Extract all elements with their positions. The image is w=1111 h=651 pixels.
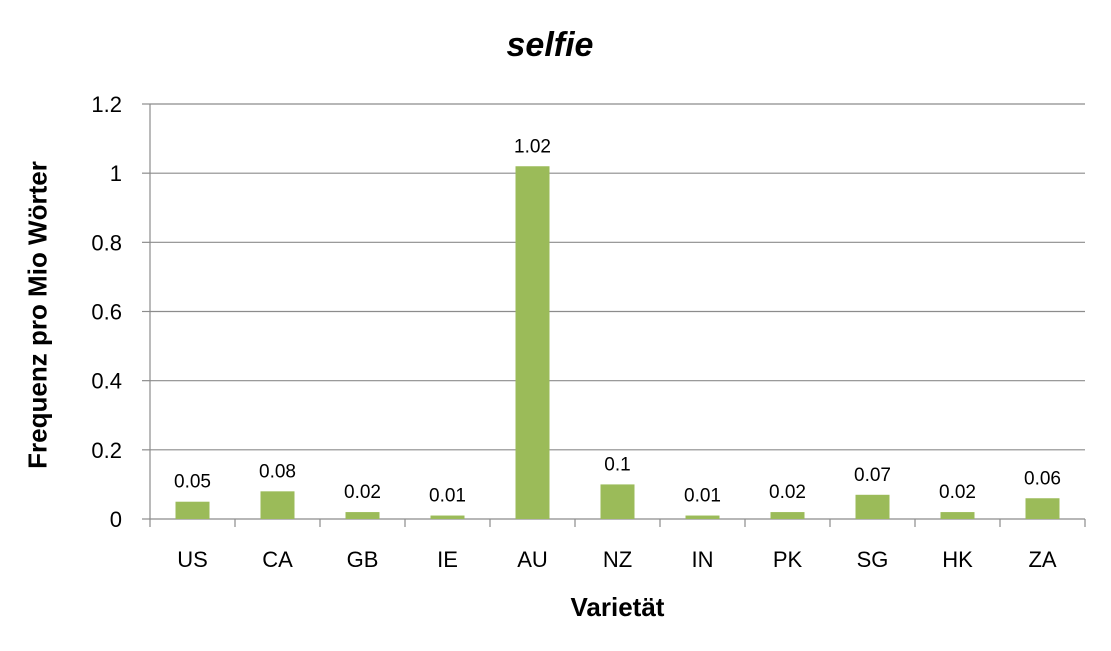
x-tick-label: CA (262, 547, 293, 572)
x-tick-label: GB (347, 547, 379, 572)
chart-title: selfie (506, 26, 594, 64)
data-label: 0.1 (604, 454, 630, 475)
data-label: 1.02 (514, 136, 551, 157)
x-axis-label: Varietät (570, 592, 665, 622)
x-tick-label: HK (942, 547, 973, 572)
bar (260, 491, 295, 519)
data-label: 0.05 (174, 472, 211, 493)
x-tick-label: AU (517, 547, 548, 572)
x-tick-label: SG (857, 547, 889, 572)
bar (940, 512, 975, 519)
x-tick-label: US (177, 547, 208, 572)
bar (345, 512, 380, 519)
y-tick-label: 1 (110, 161, 122, 186)
x-tick-label: NZ (603, 547, 632, 572)
bar (855, 494, 890, 519)
labels: 0 0.2 0.4 0.6 0.8 1 1.2 0.05 US 0.08 CA 0.02 GB 0.01 I… (91, 92, 1061, 572)
data-label: 0.07 (854, 465, 891, 486)
data-label: 0.01 (429, 486, 466, 507)
data-label: 0.02 (344, 482, 381, 503)
y-tick-label: 0.8 (91, 230, 122, 255)
bar (600, 484, 635, 519)
y-tick-label: 0.2 (91, 438, 122, 463)
x-tick-label: IN (692, 547, 714, 572)
y-tick-label: 0.4 (91, 369, 122, 394)
bar (430, 515, 465, 519)
x-tick-label: ZA (1028, 547, 1056, 572)
bar (685, 515, 720, 519)
bar (515, 166, 550, 519)
bar (175, 501, 210, 519)
x-tick-label: PK (773, 547, 803, 572)
data-label: 0.06 (1024, 468, 1061, 489)
data-label: 0.01 (684, 486, 721, 507)
bar (1025, 498, 1060, 519)
data-label: 0.08 (259, 461, 296, 482)
gridlines (150, 103, 1085, 451)
bars (175, 166, 1060, 519)
y-tick-label: 0.6 (91, 300, 122, 325)
x-tick-label: IE (437, 547, 458, 572)
y-tick-label: 1.2 (91, 92, 122, 117)
y-tick-label: 0 (110, 507, 122, 532)
data-label: 0.02 (939, 482, 976, 503)
bar (770, 512, 805, 519)
data-label: 0.02 (769, 482, 806, 503)
